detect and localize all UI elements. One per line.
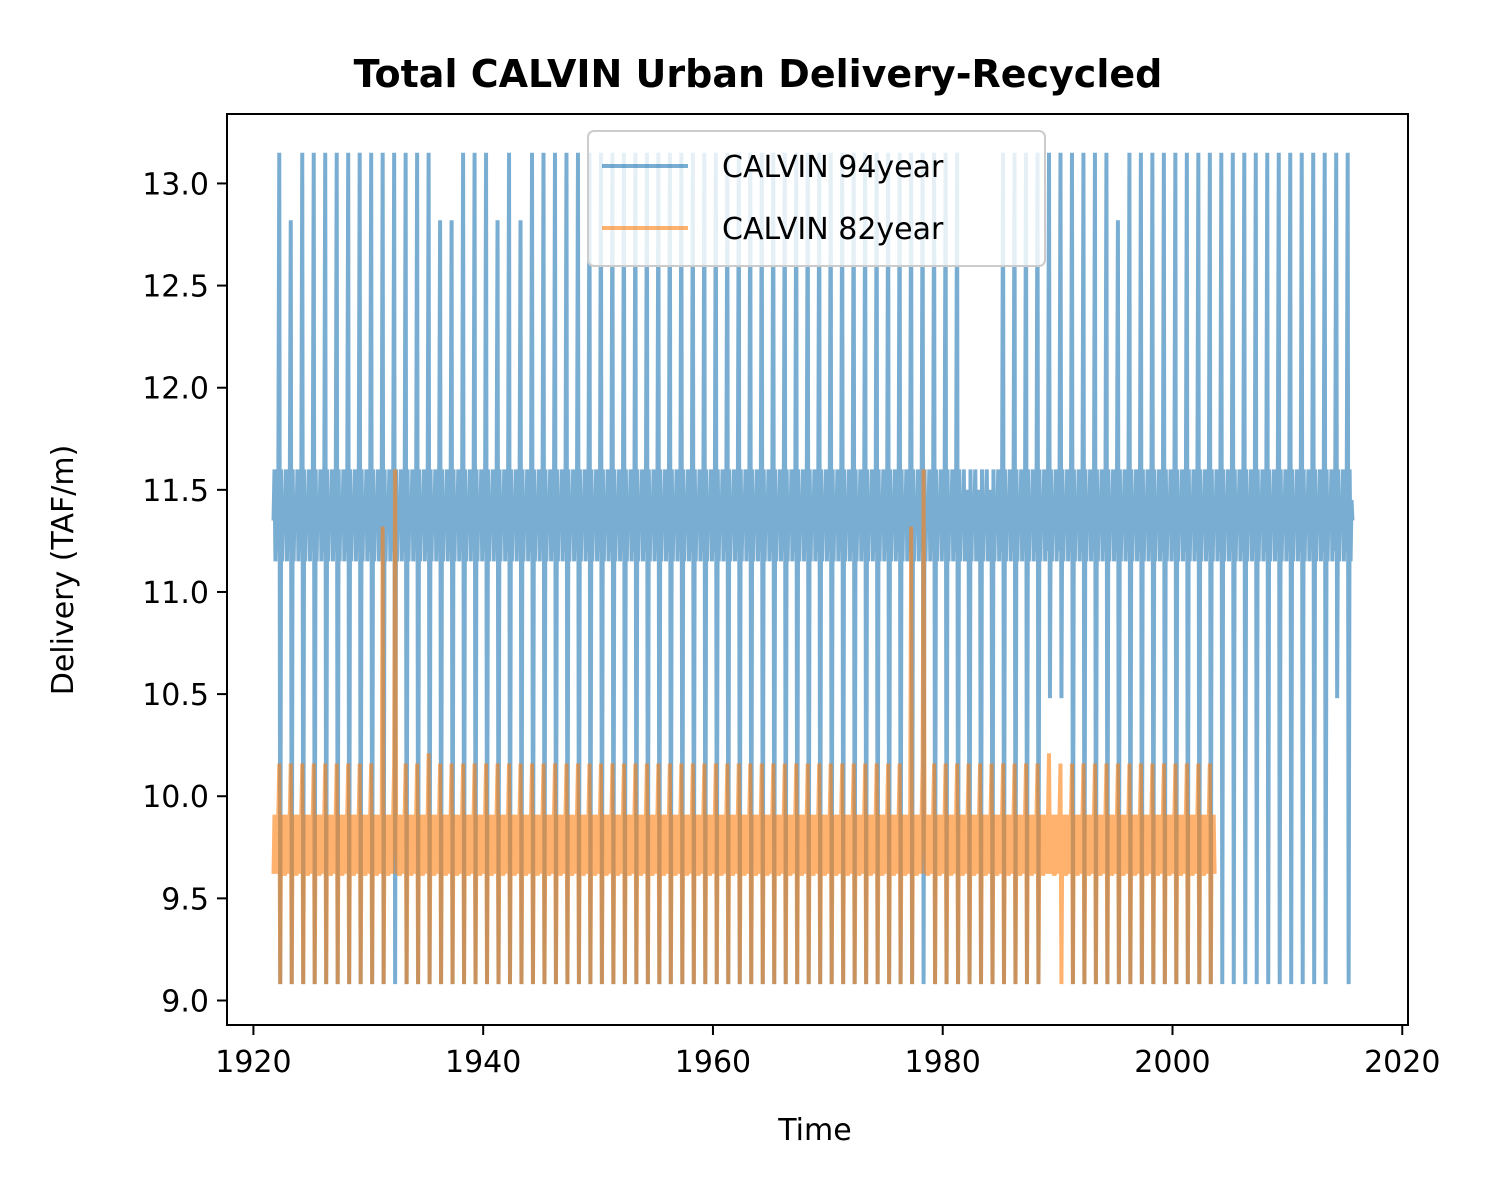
y-tick-label: 12.5 [142,270,209,305]
y-tick-label: 11.5 [142,474,209,509]
x-tick-label: 1960 [675,1045,751,1080]
plot-area [271,152,1355,985]
axes-frame [226,113,1409,1026]
legend-label-calvin-94year: CALVIN 94year [722,150,944,185]
legend-box [587,130,1046,267]
series-line-calvin-94year [271,152,1355,985]
legend-label-calvin-82year: CALVIN 82year [722,212,944,247]
y-tick-label: 10.0 [142,780,209,815]
y-tick-label: 13.0 [142,167,209,202]
x-tick-label: 2020 [1364,1045,1440,1080]
x-axis: 1920 1940 1960 1980 2000 2020 [215,1025,1440,1080]
y-axis-label: Delivery (TAF/m) [46,445,81,696]
x-tick-label: 1940 [445,1045,521,1080]
y-tick-label: 9.5 [161,882,209,917]
y-tick-label: 9.0 [161,984,209,1019]
x-tick-label: 1920 [215,1045,291,1080]
x-tick-label: 1980 [905,1045,981,1080]
y-tick-label: 12.0 [142,372,209,407]
y-tick-label: 10.5 [142,678,209,713]
chart-title: Total CALVIN Urban Delivery-Recycled [354,52,1163,96]
series-line-calvin-82year [271,469,1217,985]
x-tick-label: 2000 [1134,1045,1210,1080]
y-axis: 9.0 9.5 10.0 10.5 11.0 11.5 12.0 12.5 13.0 [142,167,227,1019]
y-tick-label: 11.0 [142,576,209,611]
legend: CALVIN 94year CALVIN 82year [587,130,1046,267]
x-axis-label: Time [777,1113,851,1148]
